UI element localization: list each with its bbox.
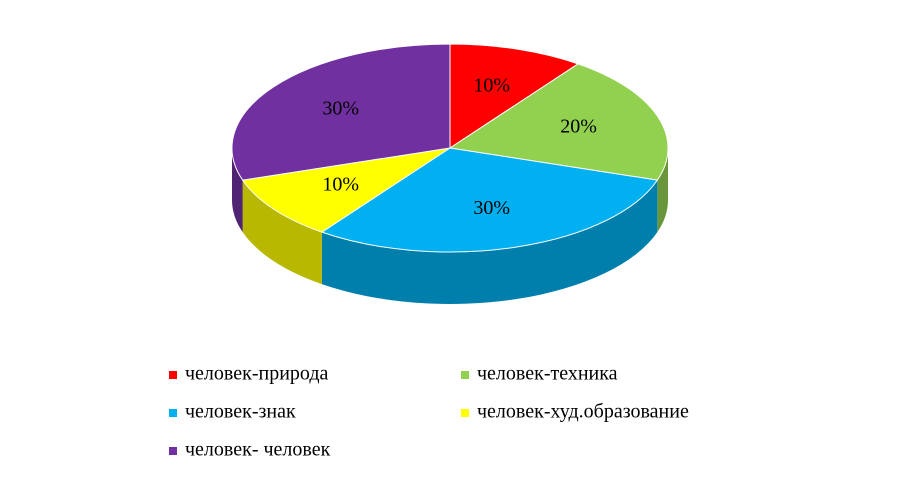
pie-slice — [241, 147, 451, 233]
legend-label: человек-природа — [185, 363, 329, 385]
legend-label: человек- человек — [185, 439, 331, 461]
pie-slice — [320, 147, 659, 253]
pie-slice — [231, 43, 451, 181]
legend-swatch — [169, 409, 177, 417]
slice-side — [242, 180, 322, 285]
data-label: 20% — [560, 116, 597, 138]
legend-swatch — [169, 371, 177, 379]
data-label: 30% — [473, 197, 510, 219]
pie-slice — [448, 63, 669, 181]
legend-label: человек-худ.образование — [477, 401, 689, 423]
slice-side — [321, 180, 658, 304]
legend-swatch — [169, 447, 177, 455]
data-label: 10% — [322, 173, 359, 195]
slice-side — [657, 148, 668, 233]
slice-side — [232, 148, 243, 233]
legend-label: человек-знак — [185, 401, 296, 423]
pie-slice — [449, 43, 580, 149]
data-label: 30% — [322, 98, 359, 120]
legend-swatch — [461, 409, 469, 417]
legend-label: человек-техника — [477, 363, 618, 385]
legend-swatch — [461, 371, 469, 379]
data-label: 10% — [473, 74, 510, 96]
